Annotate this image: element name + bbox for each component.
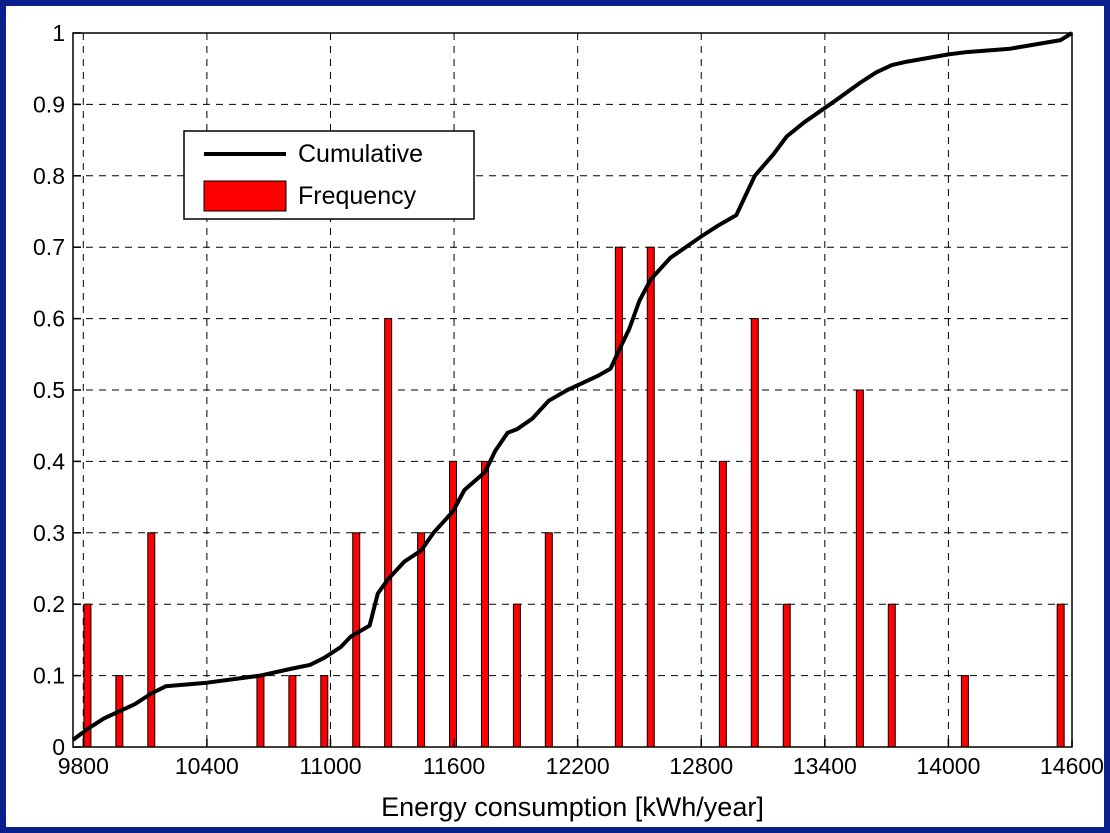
frequency-bar: [320, 675, 329, 748]
x-tick-label: 10400: [175, 753, 239, 779]
x-tick-label: 11000: [299, 753, 361, 779]
y-tick-label: 0.7: [33, 234, 65, 260]
x-tick-label: 11600: [423, 753, 485, 779]
cdf-histogram-chart: 9800 10400 11000 11600 12200 12800 13400 14000 1…: [33, 20, 1104, 822]
frequency-bar: [147, 532, 156, 748]
x-tick-label: 12200: [546, 753, 610, 779]
y-tick-label: 0.8: [33, 163, 65, 189]
x-tick-label: 9800: [58, 753, 109, 779]
legend: Cumulative Frequency: [183, 130, 475, 220]
y-tick-label: 0.4: [33, 448, 65, 474]
y-tick-label: 0.5: [33, 377, 65, 403]
y-tick-label: 1: [52, 20, 65, 46]
y-tick-label: 0.6: [33, 306, 65, 332]
frequency-bar: [544, 532, 553, 748]
frequency-bar: [352, 532, 361, 748]
frequency-bar: [782, 603, 791, 748]
legend-swatch-frequency: [203, 180, 287, 212]
x-tick-label: 12800: [669, 753, 733, 779]
frequency-bar: [887, 603, 896, 748]
frequency-bar: [1056, 603, 1065, 748]
frequency-bar: [646, 246, 655, 748]
frequency-bar: [718, 460, 727, 748]
x-tick-label: 14000: [916, 753, 980, 779]
x-tick-label: 13400: [793, 753, 857, 779]
frequency-bar: [417, 532, 426, 748]
y-tick-label: 0.2: [33, 591, 65, 617]
cumulative-line: [71, 31, 1074, 742]
frequency-bar: [480, 460, 489, 748]
frequency-bar: [288, 675, 297, 748]
chart-frame: 9800 10400 11000 11600 12200 12800 13400 14000 1…: [6, 6, 1104, 827]
axis-ticks: 9800 10400 11000 11600 12200 12800 13400 14000 1…: [33, 20, 1104, 779]
frequency-bar: [750, 318, 759, 748]
frequency-bar: [256, 675, 265, 748]
frequency-bar: [960, 675, 969, 748]
legend-label-cumulative: Cumulative: [298, 140, 423, 168]
frequency-bars: [83, 246, 1065, 748]
frequency-bar: [855, 389, 864, 748]
y-tick-label: 0.3: [33, 520, 65, 546]
legend-label-frequency: Frequency: [298, 182, 417, 210]
cumulative-line-group: [71, 31, 1074, 742]
y-tick-label: 0.1: [33, 663, 65, 689]
x-axis-label: Energy consumption [kWh/year]: [381, 792, 764, 822]
frequency-bar: [614, 246, 623, 748]
frequency-bar: [384, 318, 393, 748]
y-tick-label: 0: [52, 734, 65, 760]
y-tick-label: 0.9: [33, 91, 65, 117]
frequency-bar: [512, 603, 521, 748]
x-tick-label: 14600: [1040, 753, 1104, 779]
